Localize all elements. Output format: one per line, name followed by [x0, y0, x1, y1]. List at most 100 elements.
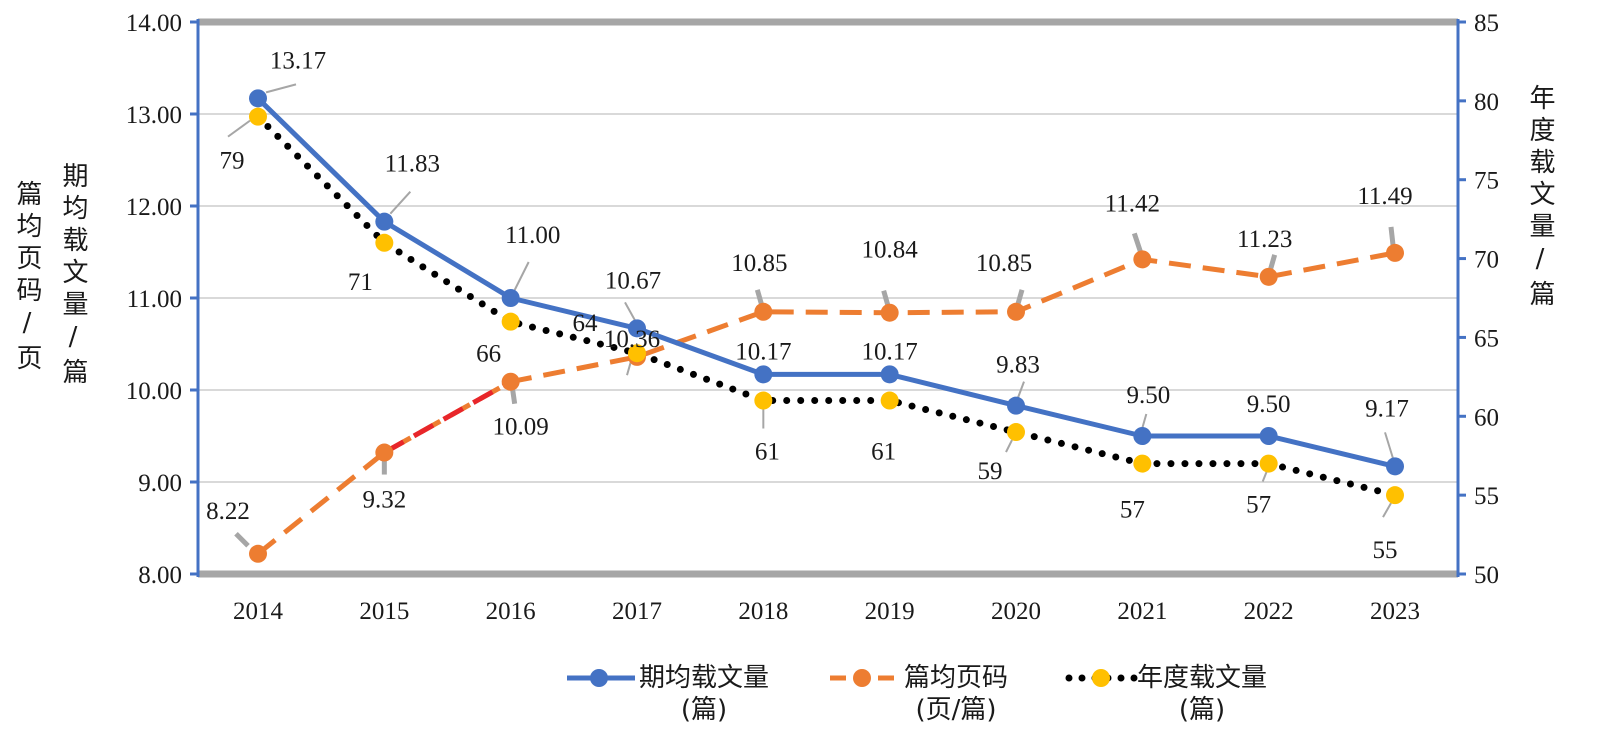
leader-line [513, 261, 530, 291]
leader-line [1141, 413, 1148, 429]
right-tick-label: 55 [1474, 483, 1499, 510]
x-tick-label: 2023 [1370, 598, 1420, 625]
point-annual-articles [1007, 423, 1025, 442]
data-label-annual-articles: 61 [755, 439, 780, 466]
left-tick-label: 14.00 [126, 10, 182, 37]
data-label-pages-per-article: 10.36 [604, 326, 660, 353]
point-avg-per-issue [501, 289, 520, 307]
data-label-pages-per-article: 10.85 [976, 250, 1032, 277]
point-annual-articles [249, 107, 267, 126]
data-label-avg-per-issue: 9.17 [1365, 395, 1409, 422]
legend: 期均载文量 (篇) 篇均页码 (页/篇) 年度载文量 (篇) [0, 662, 1600, 742]
data-label-avg-per-issue: 9.50 [1126, 382, 1170, 409]
point-annual-articles [1386, 486, 1404, 505]
point-pages-per-article [249, 544, 267, 563]
legend-label: 年度载文量 (篇) [1137, 663, 1268, 725]
plot-frame [196, 18, 1460, 578]
point-pages-per-article [1386, 243, 1404, 262]
leader-line [624, 301, 636, 321]
label-leader-lines [227, 83, 1396, 548]
leader-line [265, 83, 297, 94]
leader-line [1382, 502, 1392, 518]
x-tick-label: 2017 [612, 598, 662, 625]
point-pages-per-article [754, 302, 773, 321]
left-tick-label: 8.00 [138, 562, 182, 589]
data-label-avg-per-issue: 9.83 [996, 352, 1040, 379]
data-label-pages-per-article: 9.32 [362, 487, 406, 514]
point-annual-articles [375, 233, 394, 252]
right-tick-label: 65 [1474, 325, 1499, 352]
point-pages-per-article [1259, 267, 1278, 286]
point-avg-per-issue [628, 319, 646, 338]
point-annual-articles [880, 391, 899, 410]
right-tick-label: 80 [1474, 89, 1499, 116]
point-avg-per-issue [754, 365, 773, 384]
legend-item-pages-per-article: 篇均页码 (页/篇) [828, 662, 1008, 726]
right-axis-ticks: 50 55 60 65 70 75 80 85 [1458, 10, 1499, 589]
data-label-annual-articles: 61 [871, 439, 896, 466]
left-tick-label: 9.00 [138, 470, 182, 497]
x-tick-label: 2016 [486, 598, 536, 625]
data-label-pages-per-article: 11.23 [1237, 226, 1292, 253]
point-annual-articles [501, 312, 520, 331]
point-pages-per-article [1007, 302, 1025, 321]
leader-line [881, 290, 891, 306]
left-tick-label: 11.00 [127, 286, 182, 313]
data-label-avg-per-issue: 10.67 [605, 267, 661, 294]
data-label-annual-articles: 57 [1120, 497, 1145, 524]
right-tick-label: 70 [1474, 247, 1499, 274]
data-label-avg-per-issue: 10.17 [735, 338, 791, 365]
point-annual-articles [628, 344, 646, 363]
point-avg-per-issue [375, 212, 394, 231]
data-label-pages-per-article: 11.49 [1357, 183, 1412, 210]
point-annual-articles [1133, 454, 1152, 473]
right-tick-label: 60 [1474, 404, 1499, 431]
data-label-annual-articles: 55 [1373, 537, 1398, 564]
right-tick-label: 75 [1474, 168, 1499, 195]
data-label-pages-per-article: 8.22 [206, 498, 250, 525]
leader-line [1384, 432, 1394, 459]
leader-line [1268, 254, 1278, 270]
point-pages-per-article [375, 443, 394, 462]
point-avg-per-issue [1133, 427, 1152, 445]
left-tick-label: 10.00 [126, 378, 182, 405]
data-label-annual-articles: 57 [1246, 492, 1271, 519]
x-tick-label: 2021 [1117, 598, 1167, 625]
data-label-avg-per-issue: 9.50 [1247, 391, 1291, 418]
leader-line [234, 531, 250, 548]
data-label-pages-per-article: 11.42 [1105, 190, 1160, 217]
series-line-pages-per-article [256, 250, 1396, 556]
data-label-annual-articles: 71 [348, 269, 373, 296]
data-label-annual-articles: 79 [220, 148, 245, 175]
legend-symbol-solid [567, 669, 635, 687]
leader-line [626, 360, 632, 376]
x-tick-label: 2015 [359, 598, 409, 625]
legend-label: 期均载文量 (篇) [639, 663, 770, 725]
point-avg-per-issue [880, 365, 899, 384]
data-label-annual-articles: 59 [978, 458, 1003, 485]
data-label-avg-per-issue: 10.17 [862, 338, 918, 365]
left-axis-title-inner: 期均载文量/篇 [58, 162, 88, 390]
data-label-avg-per-issue: 11.00 [505, 222, 560, 249]
point-pages-per-article [1133, 250, 1152, 269]
left-axis-title-outer: 篇均页码/页 [12, 180, 42, 376]
grid-lines [198, 113, 1458, 483]
data-label-avg-per-issue: 13.17 [270, 47, 326, 74]
series-line-annual-articles [254, 113, 1399, 499]
right-axis-title: 年度载文量/篇 [1525, 84, 1555, 312]
leader-line [1017, 381, 1025, 398]
data-label-annual-articles: 64 [573, 310, 599, 337]
series-lines [254, 96, 1399, 556]
left-tick-label: 13.00 [126, 102, 182, 129]
point-annual-articles [1259, 454, 1278, 473]
leader-line [754, 289, 764, 305]
x-axis-ticks: 2014 2015 2016 2017 2018 2019 2020 2021 2022 2023 [233, 598, 1420, 625]
leader-line [1005, 439, 1013, 453]
data-label-pages-per-article: 10.85 [731, 250, 787, 277]
series-line-avg-per-issue [256, 96, 1396, 469]
right-tick-label: 85 [1474, 10, 1499, 37]
leader-line [510, 389, 518, 405]
point-avg-per-issue [1007, 396, 1025, 415]
legend-item-avg-per-issue: 期均载文量 (篇) [565, 662, 769, 726]
